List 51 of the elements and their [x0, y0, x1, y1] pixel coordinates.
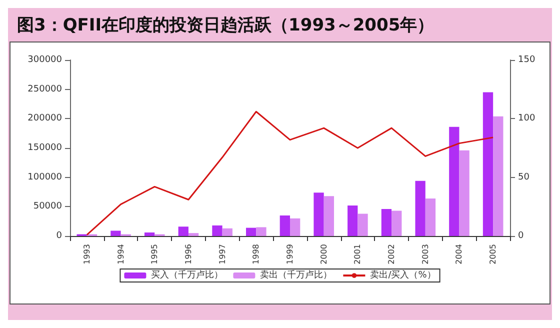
x-tick-label: 2001: [353, 244, 362, 264]
y2-tick-label: 100: [518, 114, 536, 124]
bar: [348, 205, 358, 236]
bar: [280, 215, 290, 236]
y2-tick-label: 0: [518, 231, 524, 241]
y-tick-label: 0: [56, 231, 62, 241]
bar: [392, 210, 402, 236]
bar: [222, 228, 232, 236]
bar: [314, 192, 324, 236]
x-tick-label: 2003: [420, 244, 430, 264]
bar: [290, 218, 300, 236]
bar: [415, 180, 426, 236]
x-tick-label: 1999: [286, 244, 294, 264]
y-tick-label: 200000: [28, 114, 62, 124]
x-tick-label: 1995: [150, 244, 160, 264]
y-tick-label: 150000: [28, 143, 62, 153]
legend-label: 买入（千万卢比）: [151, 270, 224, 280]
bar: [256, 227, 266, 236]
bar: [381, 209, 392, 236]
chart-title: 图3：QFII在印度的投资日趋活跃（1993～2005年）: [17, 16, 434, 36]
x-tick-label: 2005: [488, 244, 498, 264]
y2-tick-label: 50: [518, 172, 530, 182]
x-tick-label: 2000: [319, 244, 328, 264]
bar: [459, 150, 470, 236]
bar: [425, 198, 436, 236]
bar: [246, 228, 256, 236]
bar: [188, 233, 199, 236]
x-tick-label: 1996: [184, 244, 193, 264]
legend-label: 卖出（千万卢比）: [260, 270, 332, 280]
y-tick-label: 300000: [28, 55, 62, 65]
x-tick-label: 1998: [252, 244, 261, 264]
bar: [178, 226, 188, 236]
bar: [110, 230, 121, 236]
legend-label: 卖出/买入（%）: [370, 270, 436, 280]
x-tick-label: 1993: [82, 244, 92, 264]
line-series: [86, 110, 494, 236]
bar: [493, 116, 504, 236]
bar: [212, 225, 222, 236]
bar: [324, 196, 334, 236]
x-tick-label: 2002: [387, 244, 396, 264]
y-tick-label: 250000: [28, 84, 62, 94]
x-tick-label: 1997: [218, 244, 227, 264]
y2-tick-label: 150: [518, 55, 536, 65]
x-tick-label: 1994: [116, 244, 126, 264]
x-tick-label: 2004: [454, 244, 464, 264]
bar: [358, 214, 368, 236]
y-tick-label: 50000: [33, 202, 62, 212]
bar: [144, 232, 155, 236]
y-tick-label: 100000: [28, 172, 62, 182]
bar: [449, 126, 460, 236]
bar: [482, 92, 494, 236]
